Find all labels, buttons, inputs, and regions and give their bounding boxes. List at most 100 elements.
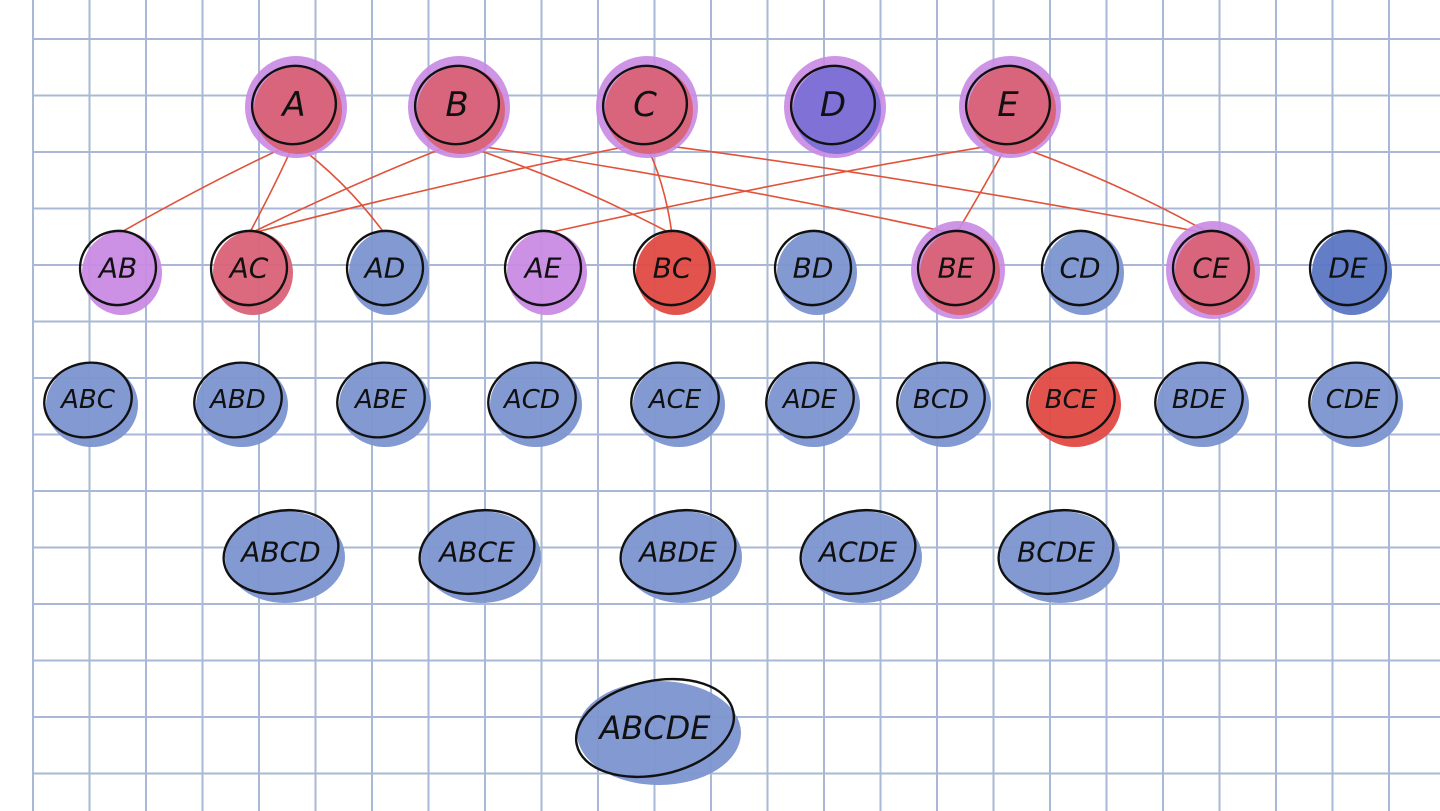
node-outline: [78, 229, 158, 307]
node-label: ACE: [647, 385, 702, 415]
node-ABC: ABC: [43, 361, 138, 447]
node-outline: [413, 64, 501, 146]
node-label: ABE: [353, 385, 408, 415]
node-outline: [789, 64, 877, 146]
node-fill: [46, 363, 138, 447]
node-label: BCE: [1045, 385, 1098, 415]
edge-E-CE: [1007, 142, 1212, 235]
node-BE: BE: [911, 221, 1005, 319]
node-fill: [421, 511, 541, 603]
node-label: B: [445, 85, 468, 125]
node-label: D: [820, 85, 846, 125]
edge-C-AC: [248, 142, 646, 235]
node-DE: DE: [1308, 229, 1392, 315]
node-fill: [490, 363, 582, 447]
node-label: BDE: [1172, 385, 1227, 415]
node-outline: [487, 361, 577, 439]
node-ABCD: ABCD: [222, 508, 345, 603]
node-outline: [964, 64, 1052, 146]
node-outline: [193, 361, 283, 439]
node-ABE: ABE: [336, 361, 431, 447]
node-CDE: CDE: [1308, 361, 1403, 447]
node-label: AC: [228, 252, 269, 285]
node-BD: BD: [773, 229, 857, 315]
node-fill: [507, 231, 587, 315]
node-outline: [345, 229, 425, 307]
node-outline: [896, 361, 986, 439]
node-outline: [250, 64, 338, 146]
node-outline: [1308, 229, 1388, 307]
node-label: AB: [97, 252, 137, 285]
node-fill: [622, 511, 742, 603]
node-B: B: [408, 56, 510, 158]
node-label: ABC: [59, 385, 116, 415]
node-ACDE: ACDE: [799, 508, 922, 603]
node-outline: [916, 229, 996, 307]
node-BDE: BDE: [1154, 361, 1249, 447]
node-outline: [632, 229, 712, 307]
node-label: ABD: [208, 385, 266, 415]
edge-C-CE: [644, 142, 1212, 235]
node-label: ABCDE: [597, 709, 711, 747]
node-label: BCDE: [1017, 536, 1095, 569]
node-AD: AD: [345, 229, 429, 315]
node-fill: [920, 231, 1000, 315]
node-fill: [213, 231, 293, 315]
node-outline: [1308, 361, 1398, 439]
node-fill: [793, 66, 881, 154]
node-fill: [968, 66, 1056, 154]
node-BC: BC: [632, 229, 716, 315]
node-label: BC: [653, 252, 692, 285]
node-ABCE: ABCE: [418, 508, 541, 603]
node-fill: [636, 231, 716, 315]
node-ACD: ACD: [487, 361, 582, 447]
node-outline: [1040, 229, 1120, 307]
node-ABCDE: ABCDE: [574, 677, 741, 785]
node-C: C: [596, 56, 698, 158]
node-CE: CE: [1166, 221, 1260, 319]
node-outline: [799, 508, 917, 596]
edge-layer: [117, 142, 1212, 235]
node-outline: [574, 677, 736, 779]
node-E: E: [959, 56, 1061, 158]
node-fill: [577, 681, 741, 785]
node-AE: AE: [503, 229, 587, 315]
node-fill: [254, 66, 342, 154]
node-outline: [619, 508, 737, 596]
node-outline: [336, 361, 426, 439]
node-outline: [209, 229, 289, 307]
node-BCDE: BCDE: [997, 508, 1120, 603]
node-label: BCD: [913, 385, 969, 415]
node-label: E: [997, 85, 1019, 125]
edge-B-AC: [248, 142, 458, 235]
node-outline: [630, 361, 720, 439]
node-label: ADE: [781, 385, 838, 415]
node-AB: AB: [78, 229, 162, 315]
node-fill: [633, 363, 725, 447]
node-BCD: BCD: [896, 361, 991, 447]
node-fill: [196, 363, 288, 447]
node-fill: [339, 363, 431, 447]
node-label: BE: [938, 252, 975, 285]
node-fill: [777, 231, 857, 315]
node-A: A: [245, 56, 347, 158]
node-fill: [1000, 511, 1120, 603]
node-label: ACDE: [817, 536, 897, 569]
node-label: AD: [363, 252, 406, 285]
node-outline: [1026, 361, 1116, 439]
node-outline: [43, 361, 133, 439]
node-fill: [605, 66, 693, 154]
node-label: CDE: [1326, 385, 1381, 415]
node-fill: [1157, 363, 1249, 447]
node-fill: [802, 511, 922, 603]
node-fill: [768, 363, 860, 447]
node-CD: CD: [1040, 229, 1124, 315]
node-label: A: [280, 85, 305, 125]
node-outline: [418, 508, 536, 596]
edge-E-AE: [542, 142, 1009, 235]
node-fill: [1311, 363, 1403, 447]
node-ACE: ACE: [630, 361, 725, 447]
node-fill: [1175, 231, 1255, 315]
node-label: CD: [1059, 252, 1100, 285]
